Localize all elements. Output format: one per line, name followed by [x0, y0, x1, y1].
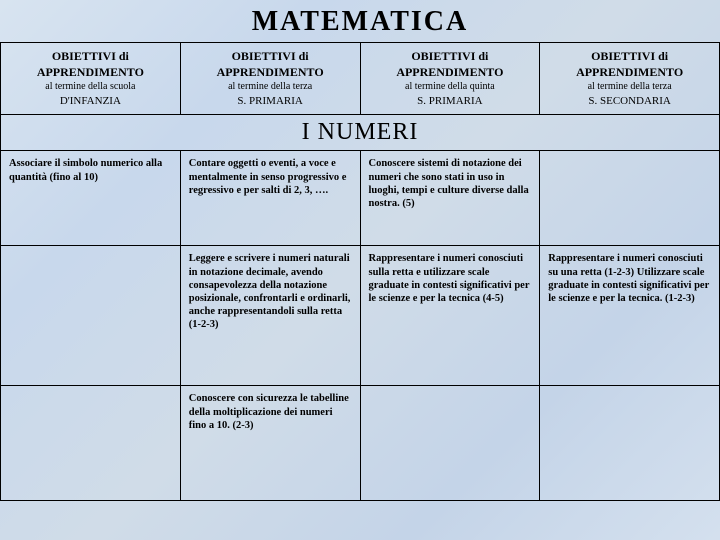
- cell: Conoscere con sicurezza le tabelline del…: [180, 386, 360, 501]
- header-school: S. PRIMARIA: [189, 94, 352, 108]
- cell: Leggere e scrivere i numeri naturali in …: [180, 246, 360, 386]
- cell: [360, 386, 540, 501]
- section-title: I NUMERI: [1, 115, 720, 151]
- curriculum-table: OBIETTIVI di APPRENDIMENTO al termine de…: [0, 42, 720, 501]
- header-secondaria: OBIETTIVI di APPRENDIMENTO al termine de…: [540, 43, 720, 115]
- header-infanzia: OBIETTIVI di APPRENDIMENTO al termine de…: [1, 43, 181, 115]
- cell: [1, 386, 181, 501]
- cell: Rappresentare i numeri conosciuti su una…: [540, 246, 720, 386]
- header-text: OBIETTIVI di: [9, 49, 172, 65]
- header-text: OBIETTIVI di: [548, 49, 711, 65]
- header-sub: al termine della quinta: [369, 80, 532, 93]
- cell: [540, 386, 720, 501]
- table-row: Associare il simbolo numerico alla quant…: [1, 151, 720, 246]
- header-text: APPRENDIMENTO: [9, 65, 172, 81]
- cell: Rappresentare i numeri conosciuti sulla …: [360, 246, 540, 386]
- header-row: OBIETTIVI di APPRENDIMENTO al termine de…: [1, 43, 720, 115]
- header-text: APPRENDIMENTO: [189, 65, 352, 81]
- header-text: OBIETTIVI di: [189, 49, 352, 65]
- header-primaria-3: OBIETTIVI di APPRENDIMENTO al termine de…: [180, 43, 360, 115]
- table-row: Leggere e scrivere i numeri naturali in …: [1, 246, 720, 386]
- header-sub: al termine della scuola: [9, 80, 172, 93]
- section-row: I NUMERI: [1, 115, 720, 151]
- cell: Conoscere sistemi di notazione dei numer…: [360, 151, 540, 246]
- cell: Associare il simbolo numerico alla quant…: [1, 151, 181, 246]
- cell: Contare oggetti o eventi, a voce e menta…: [180, 151, 360, 246]
- header-sub: al termine della terza: [548, 80, 711, 93]
- cell: [540, 151, 720, 246]
- cell: [1, 246, 181, 386]
- table-row: Conoscere con sicurezza le tabelline del…: [1, 386, 720, 501]
- header-primaria-5: OBIETTIVI di APPRENDIMENTO al termine de…: [360, 43, 540, 115]
- header-school: D'INFANZIA: [9, 94, 172, 108]
- page-title: MATEMATICA: [0, 0, 720, 42]
- header-school: S. SECONDARIA: [548, 94, 711, 108]
- header-school: S. PRIMARIA: [369, 94, 532, 108]
- header-text: APPRENDIMENTO: [369, 65, 532, 81]
- header-text: OBIETTIVI di: [369, 49, 532, 65]
- header-text: APPRENDIMENTO: [548, 65, 711, 81]
- header-sub: al termine della terza: [189, 80, 352, 93]
